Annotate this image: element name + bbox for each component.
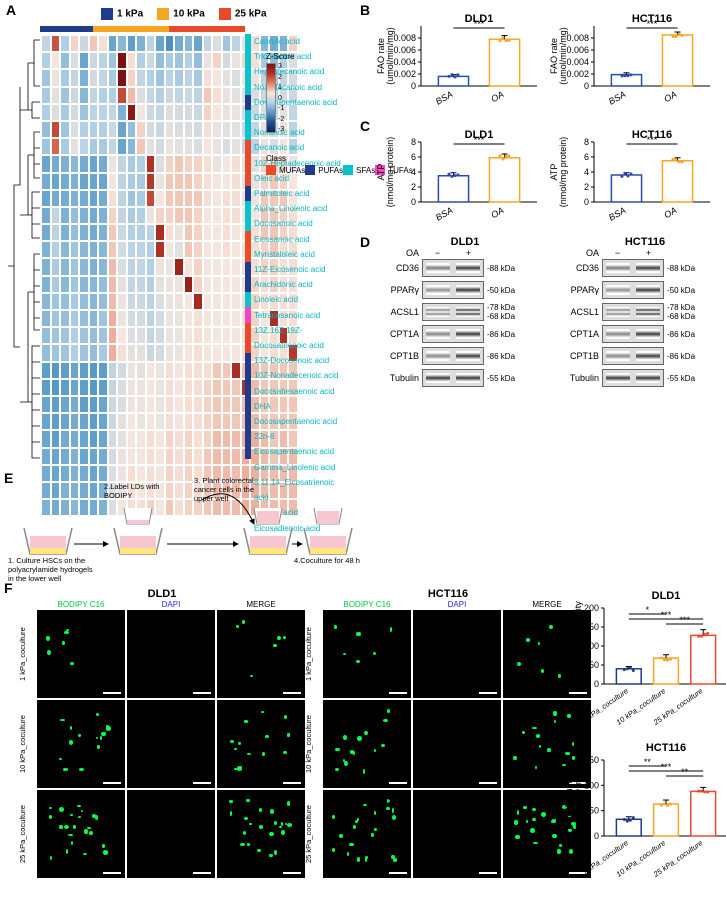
- svg-text:Fluorescence intensity: Fluorescence intensity: [573, 753, 583, 843]
- row-dendrogram-icon: [6, 32, 40, 462]
- svg-text:BSA: BSA: [607, 205, 628, 223]
- svg-text:***: ***: [647, 135, 658, 145]
- micrographs-dld1: DLD1BODIPY C16DAPIMERGE1 kPa_coculture10…: [18, 588, 306, 879]
- svg-text:2: 2: [584, 182, 589, 192]
- svg-text:50: 50: [589, 660, 599, 670]
- svg-text:***: ***: [647, 19, 658, 29]
- svg-text:0: 0: [411, 81, 416, 91]
- class-strip: [245, 34, 251, 459]
- svg-text:100: 100: [584, 780, 599, 790]
- svg-text:0: 0: [584, 81, 589, 91]
- bodipy-bar-dld1: DLD1050100150200BODIPY uptakeFluorescenc…: [564, 588, 726, 728]
- bodipy-bar-hct: HCT116050100150BODIPY uptakeFluorescence…: [564, 740, 726, 880]
- svg-text:DLD1: DLD1: [652, 590, 681, 602]
- svg-text:0.006: 0.006: [393, 45, 416, 55]
- svg-text:Fluorescence intensity: Fluorescence intensity: [573, 601, 583, 691]
- atp-hct-chart: HCT11602468ATP(nmol/mg protein)***BSAOA: [548, 128, 716, 224]
- svg-text:(nmol/mg protein): (nmol/mg protein): [558, 137, 568, 208]
- panel-b-label: B: [360, 2, 370, 18]
- svg-text:2: 2: [411, 182, 416, 192]
- svg-text:(nmol/mg protein): (nmol/mg protein): [385, 137, 395, 208]
- panel-e-schematic: 1. Culture HSCs on the polyacrylamide hy…: [4, 472, 354, 572]
- svg-text:***: ***: [474, 135, 485, 145]
- svg-text:OA: OA: [662, 89, 678, 104]
- stiffness-legend: 1 kPa10 kPa25 kPa: [101, 8, 267, 20]
- atp-dld1-chart: DLD102468ATP(nmol/mg protein)***BSAOA: [375, 128, 543, 224]
- svg-text:BSA: BSA: [434, 205, 455, 223]
- svg-text:OA: OA: [662, 205, 678, 220]
- micrographs-hct: HCT116BODIPY C16DAPIMERGE1 kPa_coculture…: [304, 588, 592, 879]
- svg-text:0.006: 0.006: [566, 45, 589, 55]
- svg-text:0: 0: [594, 679, 599, 689]
- svg-text:0.008: 0.008: [566, 33, 589, 43]
- step1-label: 1. Culture HSCs on the polyacrylamide hy…: [8, 556, 98, 583]
- fao-hct-chart: HCT11600.0020.0040.0060.008FAO rate(umol…: [548, 12, 716, 108]
- svg-text:(umol/min/mg): (umol/min/mg): [385, 27, 395, 85]
- panel-f: DLD1BODIPY C16DAPIMERGE1 kPa_coculture10…: [4, 582, 722, 900]
- svg-text:0.004: 0.004: [566, 57, 589, 67]
- panel-a-heatmap: 1 kPa10 kPa25 kPa Caprylic acidTricosano…: [6, 4, 346, 466]
- svg-text:0: 0: [584, 197, 589, 207]
- svg-text:0.008: 0.008: [393, 33, 416, 43]
- svg-text:0.002: 0.002: [393, 69, 416, 79]
- svg-text:4: 4: [411, 167, 416, 177]
- svg-text:0: 0: [411, 197, 416, 207]
- svg-text:**: **: [644, 757, 652, 767]
- svg-text:4: 4: [584, 167, 589, 177]
- panel-d-westerns: DLD1OA−+CD36-88 kDaPPARγ-50 kDaACSL1-78 …: [360, 236, 715, 466]
- svg-text:6: 6: [584, 152, 589, 162]
- column-group-bar: [40, 26, 245, 32]
- svg-text:**: **: [681, 767, 689, 777]
- fao-dld1-chart: DLD100.0020.0040.0060.008FAO rate(umol/m…: [375, 12, 543, 108]
- svg-text:***: ***: [474, 19, 485, 29]
- svg-text:8: 8: [584, 137, 589, 147]
- svg-text:0.002: 0.002: [566, 69, 589, 79]
- svg-text:(umol/min/mg): (umol/min/mg): [558, 27, 568, 85]
- svg-text:***: ***: [661, 610, 672, 620]
- svg-text:100: 100: [584, 641, 599, 651]
- svg-text:*: *: [646, 605, 650, 615]
- svg-text:150: 150: [584, 622, 599, 632]
- svg-text:150: 150: [584, 755, 599, 765]
- svg-text:8: 8: [411, 137, 416, 147]
- svg-text:HCT116: HCT116: [646, 742, 686, 754]
- svg-text:6: 6: [411, 152, 416, 162]
- zscore-legend: Z-Score 3210-1-2-3: [266, 52, 294, 133]
- panel-c-label: C: [360, 118, 370, 134]
- step2-label: 2.Label LDs with BODIPY: [104, 482, 174, 500]
- svg-text:***: ***: [679, 615, 690, 625]
- step4-label: 4.Coculture for 48 h: [294, 556, 364, 565]
- svg-text:OA: OA: [489, 205, 505, 220]
- svg-text:BSA: BSA: [607, 89, 628, 107]
- step3-label: 3. Plant colorectal cancer cells in the …: [194, 476, 274, 503]
- svg-text:0: 0: [594, 831, 599, 841]
- svg-text:200: 200: [584, 603, 599, 613]
- svg-text:BSA: BSA: [434, 89, 455, 107]
- svg-text:OA: OA: [489, 89, 505, 104]
- svg-text:***: ***: [661, 762, 672, 772]
- svg-text:50: 50: [589, 806, 599, 816]
- svg-text:0.004: 0.004: [393, 57, 416, 67]
